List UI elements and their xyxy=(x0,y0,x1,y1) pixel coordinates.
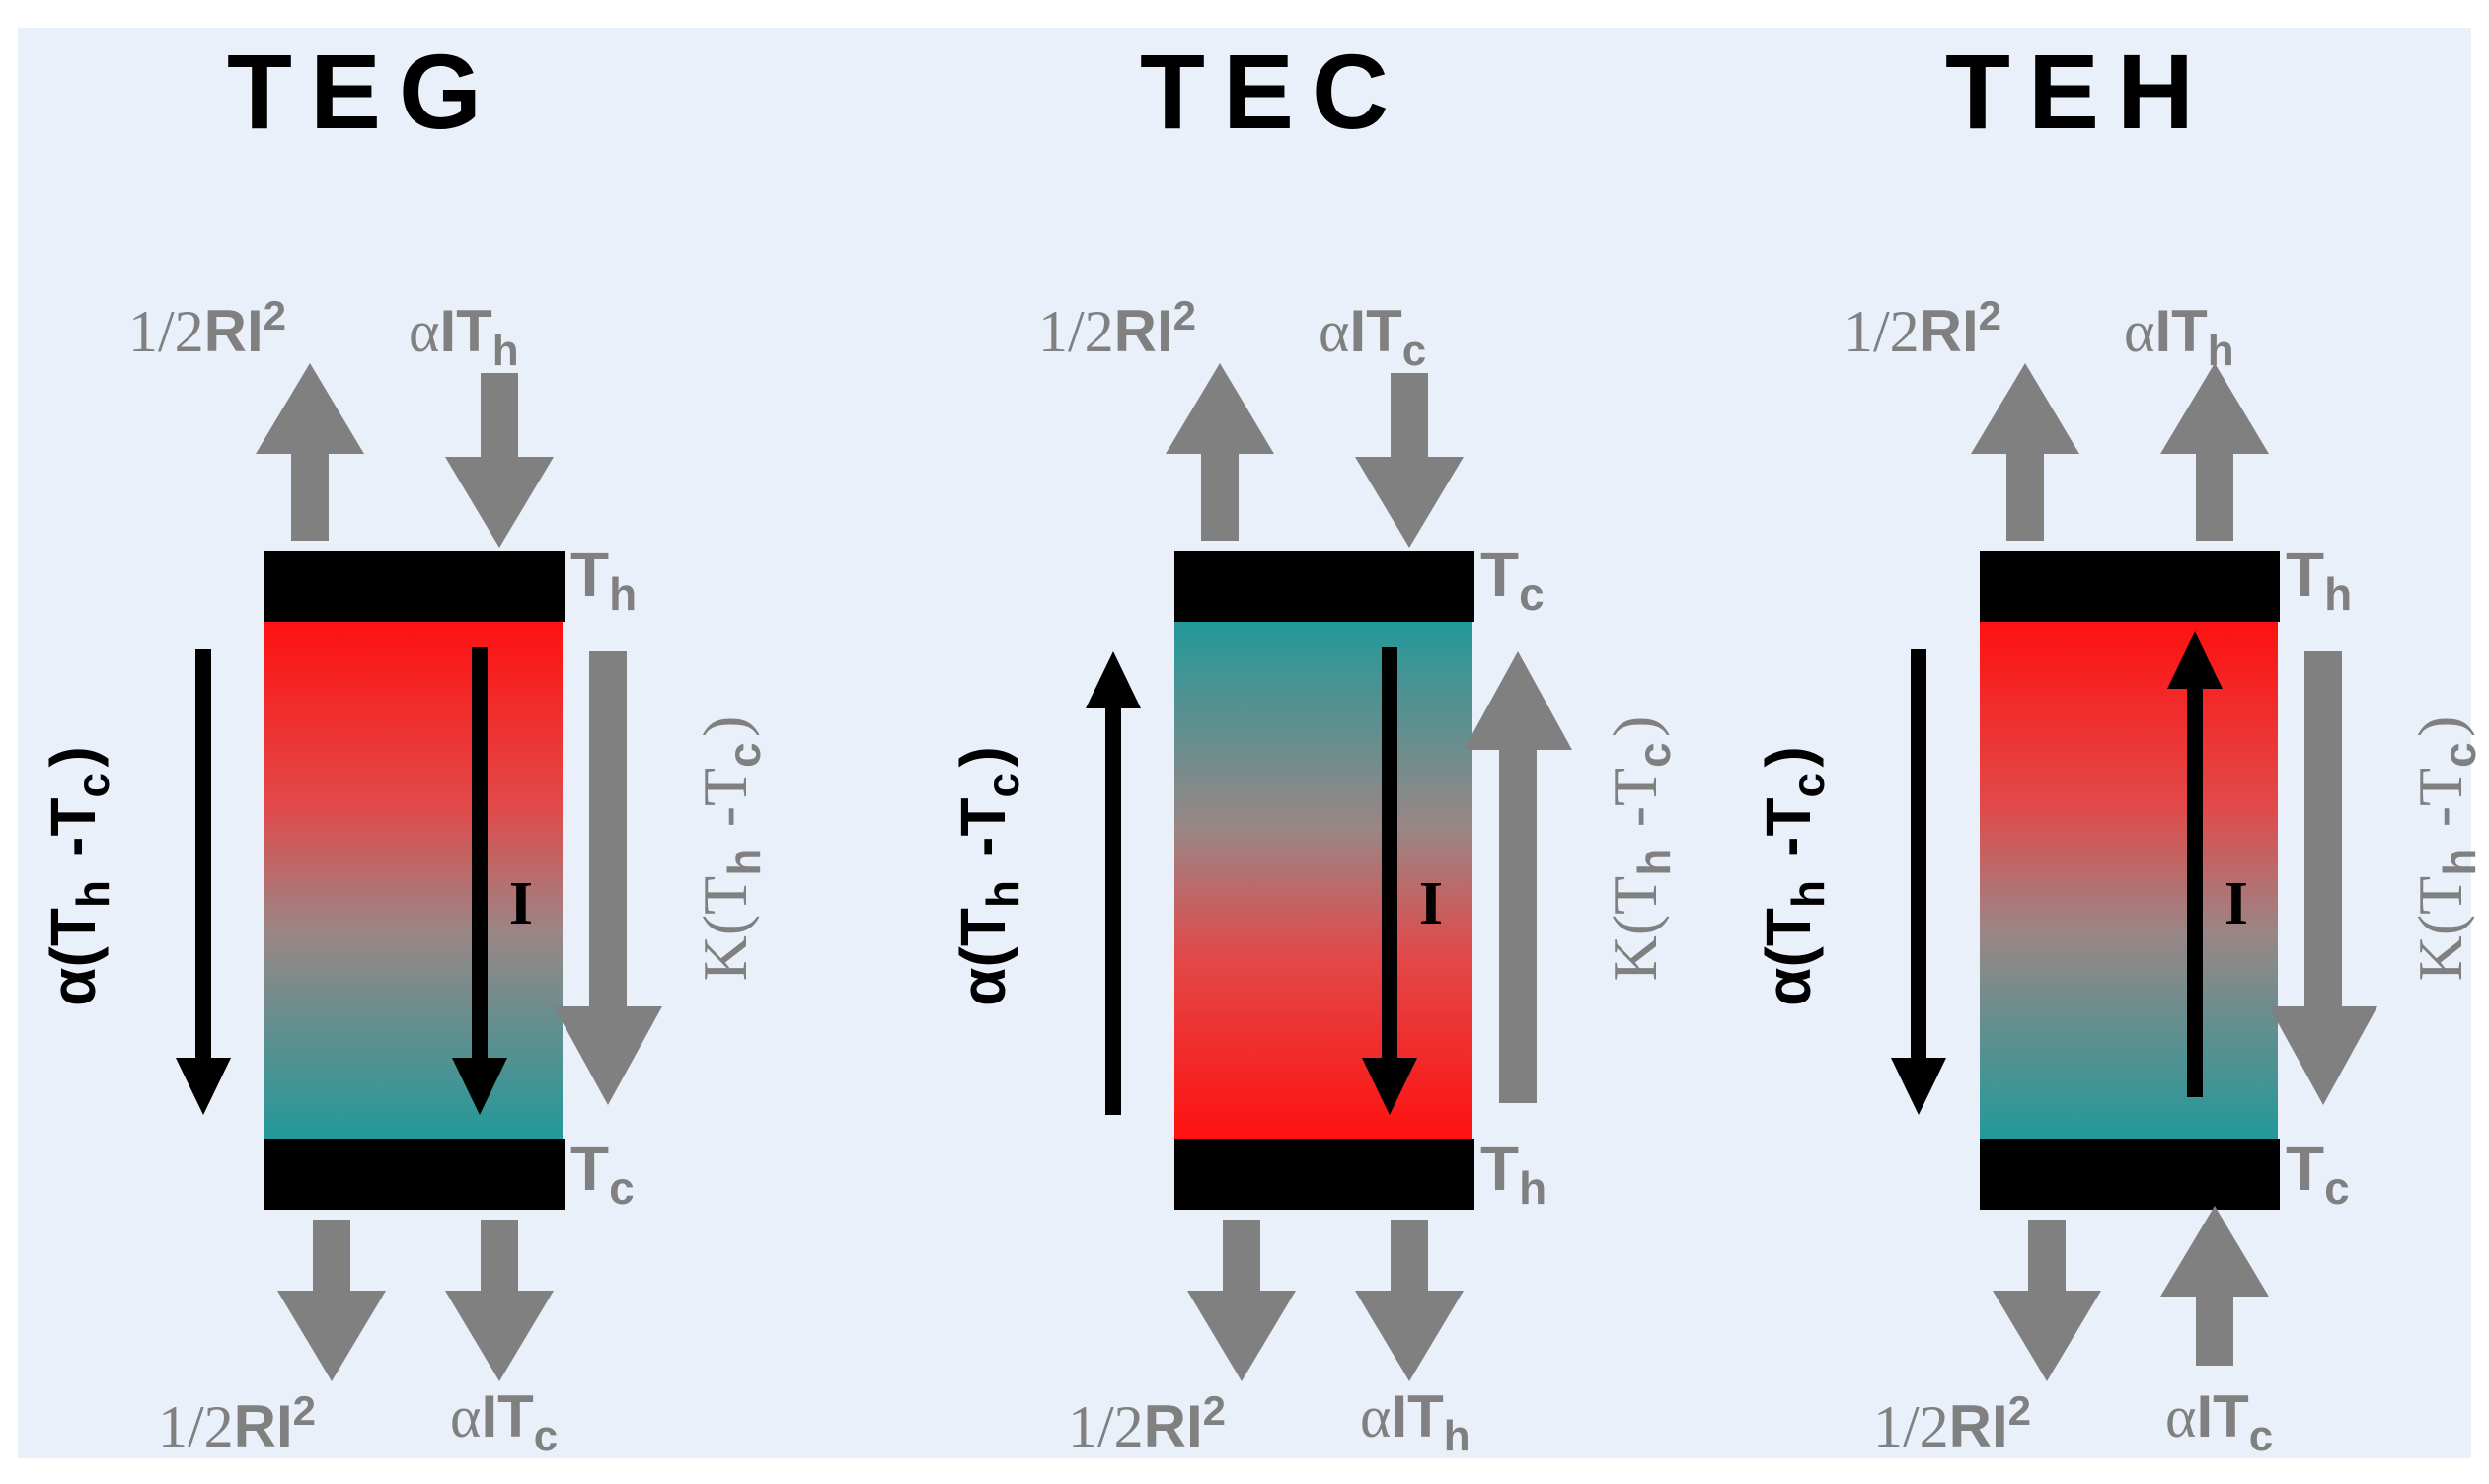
bottom-left-heat-arrow xyxy=(277,1220,386,1381)
panel-teg: TEG Th Tc 1/2RI2 αITh 1/2RI2 αITc α(Th -T… xyxy=(38,32,770,1460)
panel-tec: TEC Tc Th 1/2RI2 αITc 1/2RI2 αITh α(Th -T… xyxy=(947,32,1680,1460)
seebeck-arrow xyxy=(1891,649,1946,1115)
conduction-arrow xyxy=(554,651,662,1105)
panel-title: TEC xyxy=(1140,32,1406,151)
bottom-left-heat-arrow xyxy=(1187,1220,1296,1381)
bottom-left-heat-label: 1/2RI2 xyxy=(1068,1387,1231,1459)
top-left-heat-arrow xyxy=(256,363,364,541)
current-arrow xyxy=(1362,647,1417,1115)
bottom-plate-temperature: Tc xyxy=(570,1133,640,1214)
top-right-heat-label: αITh xyxy=(2124,298,2239,375)
bottom-left-heat-label: 1/2RI2 xyxy=(158,1387,321,1459)
conduction-arrow xyxy=(2269,651,2377,1105)
bottom-right-heat-label: αITc xyxy=(2165,1383,2278,1460)
conduction-arrow xyxy=(1464,651,1572,1103)
bottom-left-heat-label: 1/2RI2 xyxy=(1873,1387,2036,1459)
top-right-heat-arrow xyxy=(1355,373,1464,548)
top-right-heat-arrow xyxy=(2160,363,2269,541)
bottom-plate xyxy=(1980,1139,2280,1210)
top-right-heat-arrow xyxy=(445,373,554,548)
top-left-heat-label: 1/2RI2 xyxy=(128,292,291,364)
current-arrow xyxy=(452,647,507,1115)
top-left-heat-arrow xyxy=(1166,363,1274,541)
conduction-label: K(Th -Tc ) xyxy=(690,716,770,982)
top-right-heat-label: αITc xyxy=(1319,298,1431,375)
top-left-heat-arrow xyxy=(1971,363,2079,541)
seebeck-label: α(Th -Tc ) xyxy=(1753,746,1834,1006)
bottom-left-heat-arrow xyxy=(1993,1220,2101,1381)
panel-teh: TEH Th Tc 1/2RI2 αITh 1/2RI2 αITc α(Th -T… xyxy=(1753,32,2485,1460)
thermoelectric-leg xyxy=(1980,620,2278,1141)
current-label: I xyxy=(509,870,533,937)
top-plate xyxy=(1174,551,1474,622)
seebeck-arrow xyxy=(176,649,231,1115)
current-arrow xyxy=(2167,631,2223,1097)
panel-title: TEH xyxy=(1945,32,2212,151)
top-plate xyxy=(264,551,565,622)
top-plate-temperature: Th xyxy=(2286,539,2358,620)
panel-title: TEG xyxy=(227,32,499,151)
bottom-plate-temperature: Th xyxy=(1480,1133,1552,1214)
top-plate-temperature: Th xyxy=(570,539,642,620)
seebeck-label: α(Th -Tc ) xyxy=(38,746,118,1006)
bottom-right-heat-arrow xyxy=(2160,1206,2269,1366)
top-right-heat-label: αITh xyxy=(409,298,524,375)
thermoelectric-leg xyxy=(1174,620,1472,1141)
bottom-right-heat-label: αITc xyxy=(450,1383,563,1460)
bottom-plate xyxy=(264,1139,565,1210)
bottom-right-heat-arrow xyxy=(1355,1220,1464,1381)
top-left-heat-label: 1/2RI2 xyxy=(1038,292,1201,364)
bottom-right-heat-arrow xyxy=(445,1220,554,1381)
top-plate xyxy=(1980,551,2280,622)
conduction-label: K(Th -Tc ) xyxy=(1600,716,1680,982)
seebeck-label: α(Th -Tc ) xyxy=(947,746,1028,1006)
top-plate-temperature: Tc xyxy=(1480,539,1549,620)
thermoelectric-leg xyxy=(264,620,563,1141)
bottom-right-heat-label: αITh xyxy=(1360,1383,1475,1460)
bottom-plate xyxy=(1174,1139,1474,1210)
current-label: I xyxy=(1419,870,1443,937)
seebeck-arrow xyxy=(1086,651,1141,1115)
top-left-heat-label: 1/2RI2 xyxy=(1844,292,2006,364)
current-label: I xyxy=(2225,870,2248,937)
conduction-label: K(Th -Tc ) xyxy=(2405,716,2485,982)
bottom-plate-temperature: Tc xyxy=(2286,1133,2355,1214)
